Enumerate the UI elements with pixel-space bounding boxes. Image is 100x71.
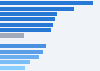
Bar [0, 33, 24, 38]
Bar [0, 44, 46, 48]
Bar [0, 28, 51, 32]
Bar [0, 23, 53, 27]
Bar [0, 1, 93, 5]
Bar [0, 55, 39, 59]
Bar [0, 60, 30, 64]
Bar [0, 17, 55, 21]
Bar [0, 7, 74, 11]
Bar [0, 50, 43, 54]
Bar [0, 66, 25, 70]
Bar [0, 12, 57, 16]
